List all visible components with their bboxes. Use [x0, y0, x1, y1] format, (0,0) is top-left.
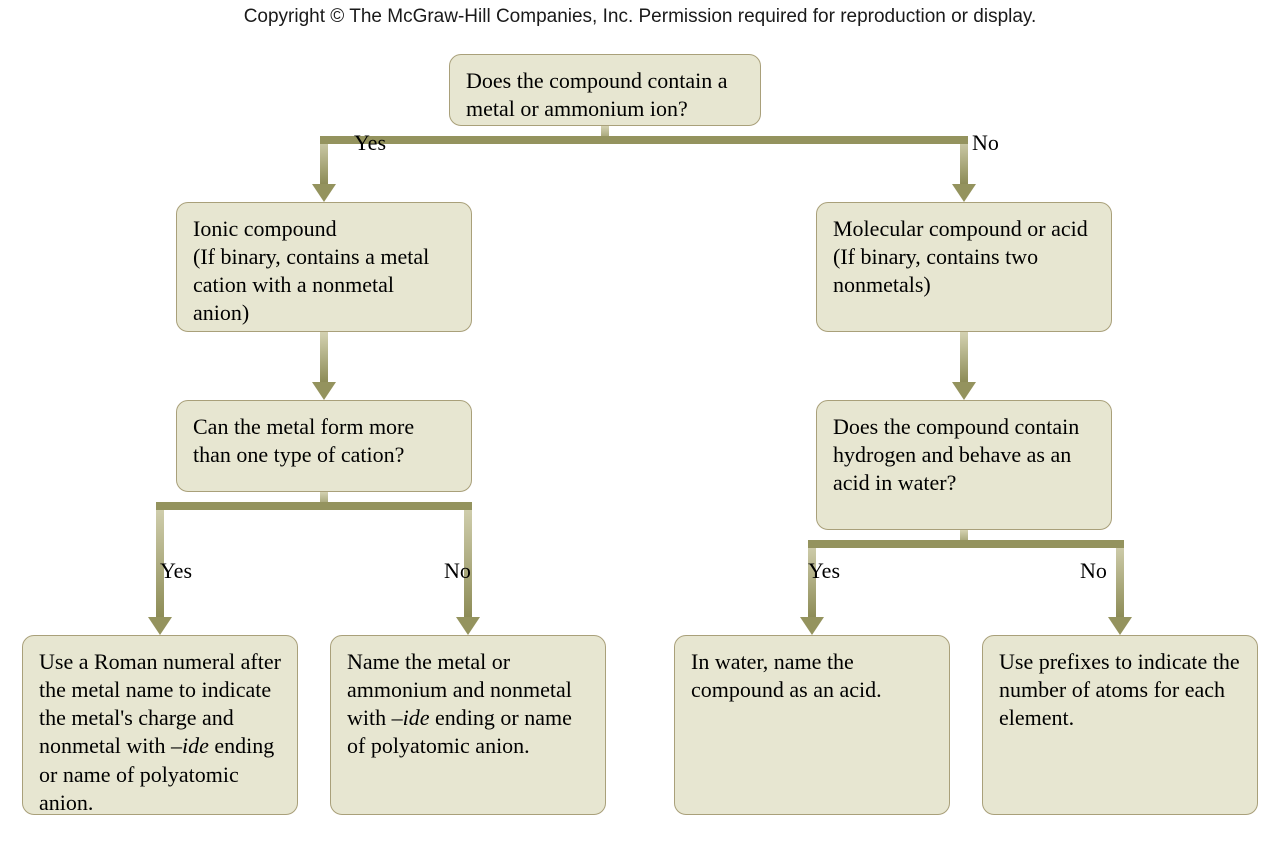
branch-label: No — [972, 130, 999, 156]
flowchart-node: Use a Roman numeral after the metal name… — [22, 635, 298, 815]
flowchart-node: Use prefixes to indicate the number of a… — [982, 635, 1258, 815]
flowchart-node: Molecular compound or acid(If binary, co… — [816, 202, 1112, 332]
branch-label: No — [1080, 558, 1107, 584]
flowchart-node: In water, name the compound as an acid. — [674, 635, 950, 815]
flowchart-node: Does the compound contain hydrogen and b… — [816, 400, 1112, 530]
flowchart-node: Ionic compound(If binary, contains a met… — [176, 202, 472, 332]
flowchart-node: Does the compound contain a metal or amm… — [449, 54, 761, 126]
branch-label: Yes — [160, 558, 192, 584]
flowchart-node: Name the metal or ammonium and nonmetal … — [330, 635, 606, 815]
branch-label: Yes — [808, 558, 840, 584]
branch-label: No — [444, 558, 471, 584]
flowchart-stage: Copyright © The McGraw-Hill Companies, I… — [0, 0, 1280, 850]
branch-label: Yes — [354, 130, 386, 156]
copyright-text: Copyright © The McGraw-Hill Companies, I… — [0, 6, 1280, 28]
flowchart-node: Can the metal form more than one type of… — [176, 400, 472, 492]
